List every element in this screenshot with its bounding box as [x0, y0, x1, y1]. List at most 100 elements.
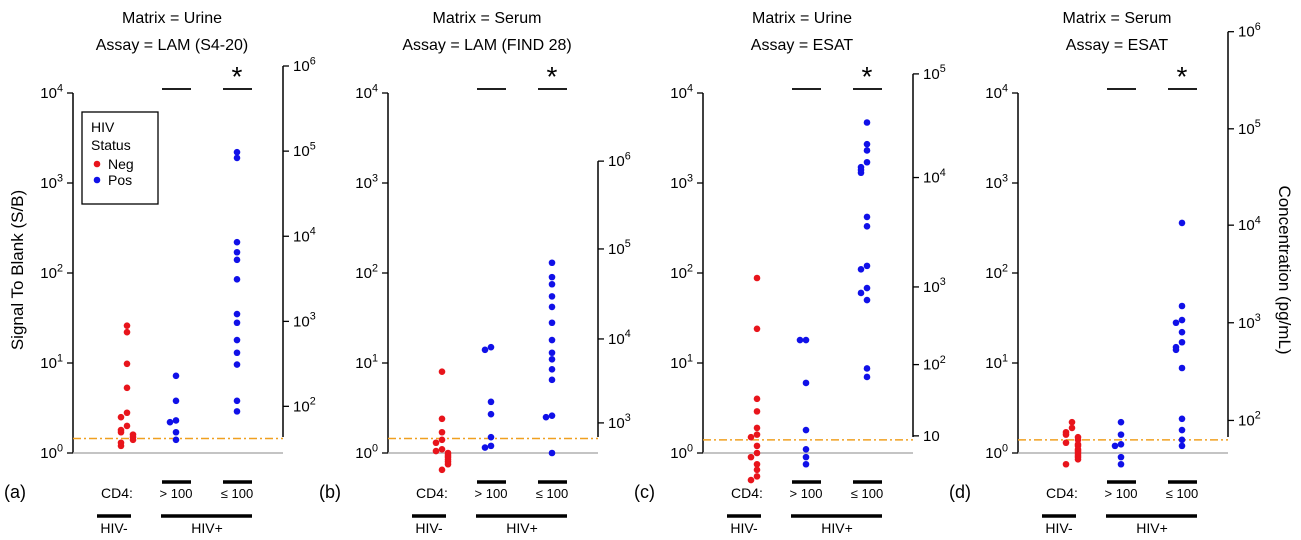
data-point: [487, 442, 495, 450]
data-point: [753, 442, 761, 450]
data-point: [1111, 442, 1119, 450]
data-point: [487, 343, 495, 351]
hiv-label: HIV-: [100, 520, 128, 536]
significance-star: *: [1177, 61, 1188, 92]
data-point: [1068, 418, 1076, 426]
data-point: [863, 147, 871, 154]
data-point: [548, 303, 556, 311]
cd4-label: CD4:: [101, 485, 133, 501]
data-point: [172, 397, 180, 405]
cd4-label: CD4:: [731, 485, 763, 501]
data-point: [438, 368, 446, 376]
y-tick-label: 101: [40, 352, 63, 372]
data-point: [129, 436, 137, 444]
data-point: [123, 360, 131, 368]
hiv-label: HIV-: [1045, 520, 1073, 536]
data-point: [548, 366, 556, 373]
data-point: [802, 426, 810, 434]
data-point: [548, 259, 556, 267]
data-point: [863, 296, 871, 304]
data-point: [753, 424, 761, 432]
data-point: [1178, 364, 1186, 372]
data-point: [796, 336, 804, 344]
data-point: [1062, 431, 1070, 438]
y-tick-label: 100: [355, 442, 378, 462]
data-point: [487, 398, 495, 406]
data-point: [487, 410, 495, 418]
y-tick-label: 101: [985, 352, 1008, 372]
hiv-label: HIV-: [415, 520, 443, 536]
data-point: [233, 349, 241, 357]
y-tick-label: 104: [670, 82, 693, 102]
legend-title: HIV: [91, 119, 115, 135]
cd4-label: CD4:: [416, 485, 448, 501]
group-label: > 100: [475, 486, 508, 501]
y2-tick-label: 10: [923, 428, 940, 445]
data-point: [481, 444, 489, 451]
y2-tick-label: 105: [293, 140, 316, 160]
data-point: [863, 284, 871, 292]
legend-box: [81, 111, 159, 205]
data-point: [481, 346, 489, 354]
data-point: [747, 433, 755, 441]
data-point: [1178, 219, 1186, 227]
data-point: [123, 322, 131, 329]
data-point: [857, 265, 865, 273]
data-point: [1178, 338, 1186, 346]
y-tick-label: 102: [355, 262, 378, 282]
y2-tick-label: 104: [1238, 214, 1261, 234]
group-label: ≤ 100: [1166, 486, 1198, 501]
data-point: [1172, 319, 1180, 327]
y2-tick-label: 105: [923, 63, 946, 83]
data-point: [233, 397, 241, 405]
data-point: [802, 453, 810, 461]
panel-label: (a): [4, 482, 26, 502]
data-point: [166, 418, 174, 426]
legend-marker: [93, 176, 101, 184]
data-point: [863, 158, 871, 166]
data-point: [1178, 302, 1186, 310]
data-point: [1117, 440, 1125, 448]
data-point: [548, 293, 556, 300]
data-point: [548, 280, 556, 288]
y2-tick-label: 103: [1238, 312, 1261, 332]
data-point: [233, 256, 241, 264]
data-point: [123, 422, 131, 430]
group-label: ≤ 100: [851, 486, 883, 501]
data-point: [753, 325, 761, 333]
data-point: [802, 445, 810, 453]
y-tick-label: 103: [985, 172, 1008, 192]
chart-subtitle: Assay = LAM (FIND 28): [402, 37, 571, 54]
data-point: [863, 365, 871, 372]
data-point: [172, 436, 180, 444]
panels: Matrix = Urine Assay = LAM (S4-20) 100 101 1…: [4, 10, 1261, 536]
data-point: [1178, 415, 1186, 423]
data-point: [123, 409, 131, 417]
data-point: [438, 415, 446, 423]
y-tick-label: 102: [670, 262, 693, 282]
chart-panel: Matrix = Serum Assay = ESAT 100 101 102 103 10…: [949, 10, 1261, 536]
group-label: > 100: [1105, 486, 1138, 501]
data-point: [233, 276, 241, 283]
data-point: [1178, 436, 1186, 444]
data-point: [233, 238, 241, 246]
chart-title: Matrix = Urine: [122, 10, 222, 27]
data-point: [863, 262, 871, 270]
y2-tick-label: 102: [1238, 410, 1261, 430]
y-tick-label: 102: [985, 262, 1008, 282]
significance-star: *: [547, 61, 558, 92]
data-point: [747, 453, 755, 461]
chart-title: Matrix = Urine: [752, 10, 852, 27]
chart-subtitle: Assay = LAM (S4-20): [96, 37, 249, 54]
data-point: [747, 476, 755, 484]
y-tick-label: 103: [670, 172, 693, 192]
y2-tick-label: 104: [923, 167, 946, 187]
data-point: [438, 436, 446, 444]
significance-star: *: [862, 61, 873, 92]
group-label: ≤ 100: [221, 486, 253, 501]
data-point: [1172, 346, 1180, 354]
data-point: [1062, 460, 1070, 468]
data-point: [117, 428, 125, 436]
data-point: [753, 460, 761, 468]
